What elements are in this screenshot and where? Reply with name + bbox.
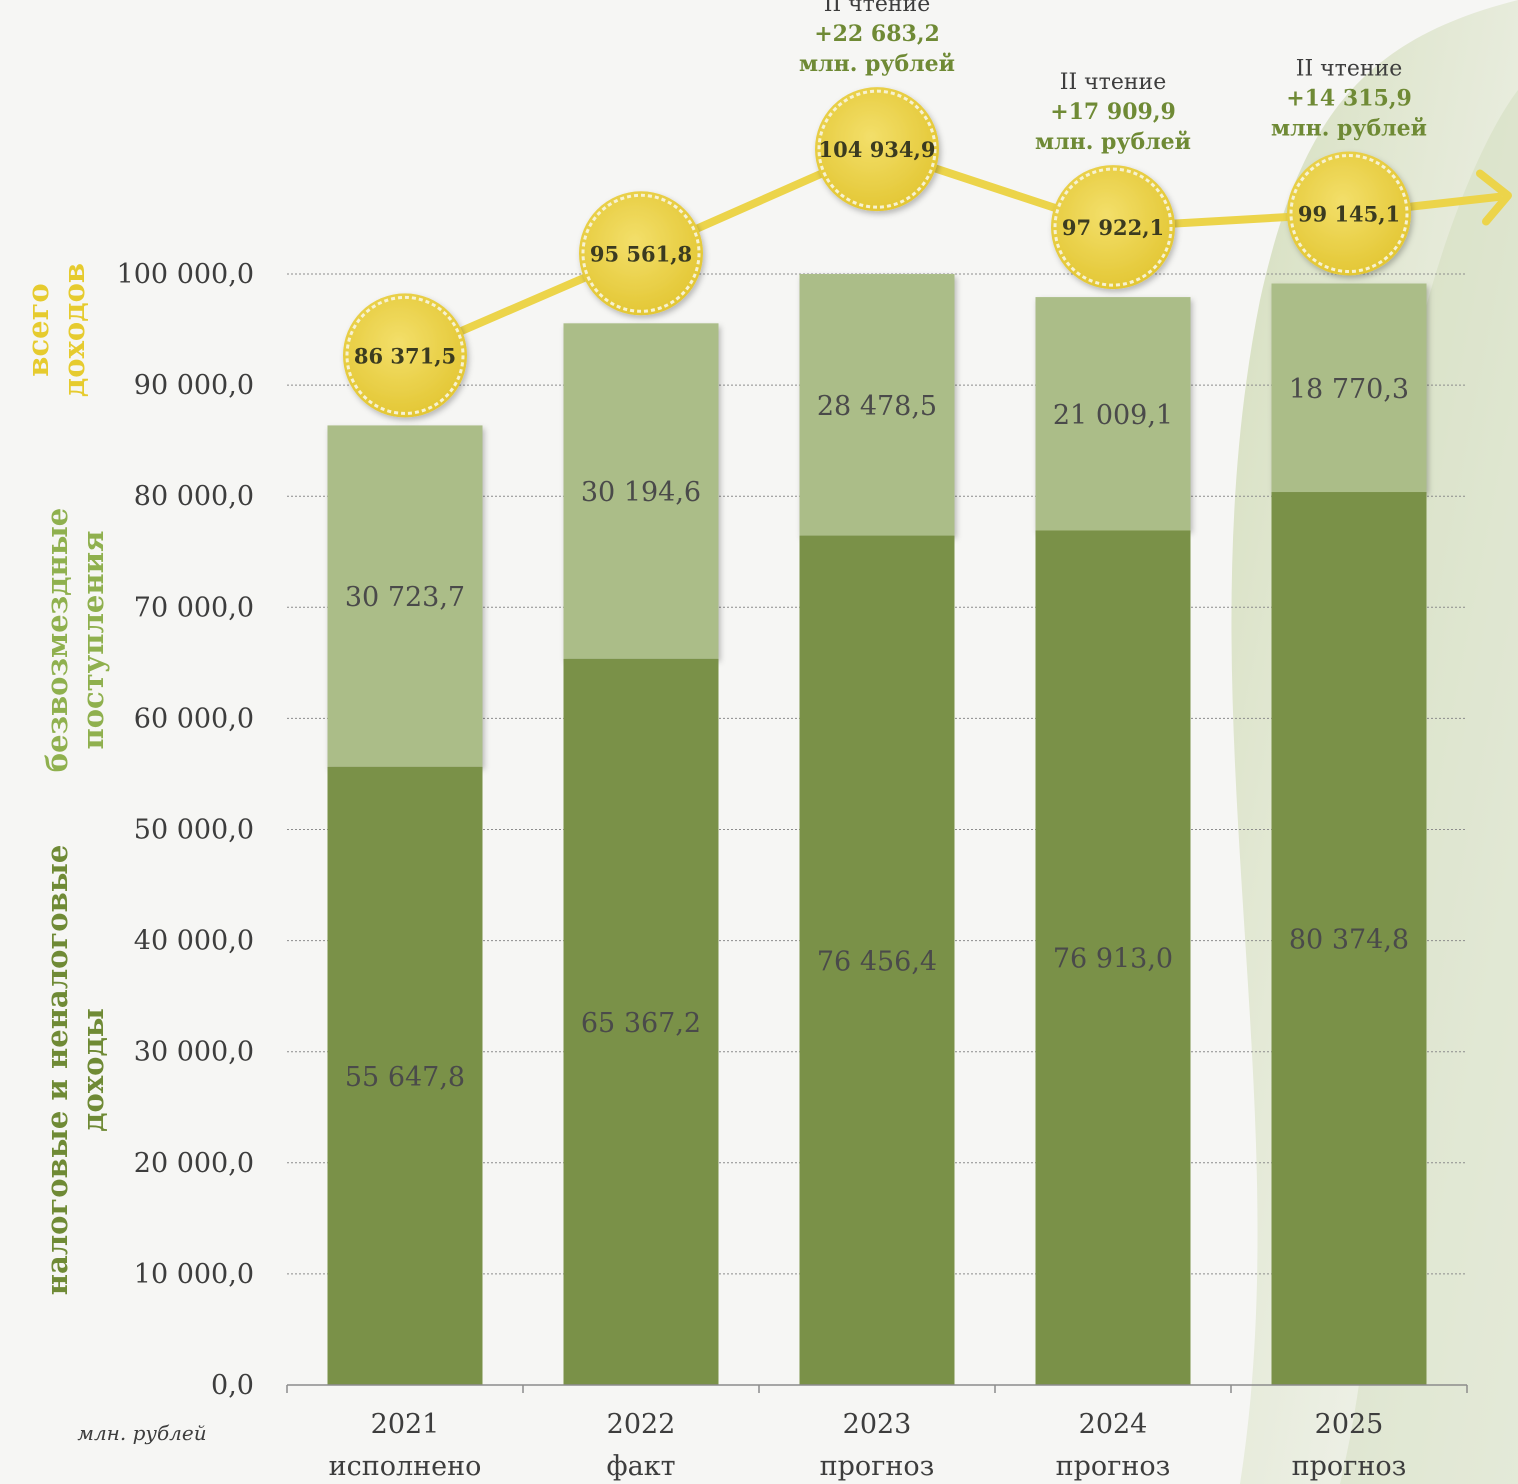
bar-segment-tax bbox=[327, 766, 483, 1385]
x-tick-status: прогноз bbox=[1056, 1451, 1171, 1482]
annotation-line: II чтение bbox=[1060, 70, 1166, 95]
x-tick-status: прогноз bbox=[820, 1451, 935, 1482]
bar-segment-grants bbox=[563, 323, 719, 659]
total-bubbles: 86 371,5 95 561,8 104 934,9 97 922,1 99 145,… bbox=[343, 87, 1411, 418]
side-label-line: доходов bbox=[57, 263, 91, 397]
y-tick-label: 0,0 bbox=[211, 1370, 254, 1401]
x-axis: 2021 исполнено 2022 факт 2023 прогноз 2024 прог… bbox=[286, 1384, 1468, 1482]
bar-segment-tax bbox=[563, 658, 719, 1385]
side-label-line: доходы bbox=[76, 1008, 110, 1132]
y-tick-label: 100 000,0 bbox=[117, 259, 254, 290]
total-bubble-label: 97 922,1 bbox=[1062, 215, 1164, 240]
y-tick-label: 80 000,0 bbox=[134, 481, 254, 512]
total-bubble-circle bbox=[815, 87, 939, 212]
annotation-line: +22 683,2 bbox=[814, 21, 940, 47]
total-bubble: 99 145,1 bbox=[1287, 151, 1411, 276]
total-bubble-circle bbox=[1051, 165, 1175, 290]
x-tick-year: 2022 bbox=[607, 1409, 676, 1440]
y-tick-label: 50 000,0 bbox=[134, 815, 254, 846]
bar-segment-grants bbox=[1271, 283, 1427, 493]
side-label: всегодоходов bbox=[21, 263, 91, 397]
total-bubble: 86 371,5 bbox=[343, 293, 467, 418]
total-bubble-label: 99 145,1 bbox=[1298, 201, 1400, 226]
x-tick-status: прогноз bbox=[1292, 1451, 1407, 1482]
total-bubble-ring bbox=[1289, 153, 1409, 273]
total-bubble-ring bbox=[1053, 167, 1173, 287]
total-bubble-circle bbox=[579, 191, 703, 316]
bar-label-tax: 76 913,0 bbox=[1053, 944, 1173, 975]
side-labels: всегодоходов безвозмездныепоступления нало… bbox=[21, 263, 110, 1295]
unit-label: млн. рублей bbox=[77, 1421, 206, 1445]
x-tick-year: 2021 bbox=[371, 1409, 440, 1440]
bar-label-tax: 76 456,4 bbox=[817, 946, 937, 977]
total-bubble-ring bbox=[817, 89, 937, 209]
total-bubble-circle bbox=[343, 293, 467, 418]
total-arrow-head bbox=[1476, 169, 1512, 226]
annotation-line: II чтение bbox=[1296, 56, 1402, 81]
side-label-line: поступления bbox=[76, 530, 110, 749]
bar-segment-grants bbox=[327, 425, 483, 767]
y-tick-label: 20 000,0 bbox=[134, 1148, 254, 1179]
x-tick-year: 2025 bbox=[1315, 1409, 1384, 1440]
side-label: безвозмездныепоступления bbox=[40, 508, 110, 773]
x-tick-year: 2024 bbox=[1079, 1409, 1148, 1440]
total-bubble-label: 95 561,8 bbox=[590, 241, 692, 266]
annotation-line: млн. рублей bbox=[799, 51, 955, 77]
bar-label-grants: 28 478,5 bbox=[817, 391, 937, 422]
side-label-line: налоговые и неналоговые bbox=[40, 845, 74, 1296]
total-bubble: 95 561,8 bbox=[579, 191, 703, 316]
bar-label-grants: 18 770,3 bbox=[1289, 374, 1409, 405]
total-bubble-circle bbox=[1287, 151, 1411, 276]
y-tick-label: 90 000,0 bbox=[134, 370, 254, 401]
bar-segment-tax bbox=[1271, 492, 1427, 1385]
bars bbox=[327, 274, 1427, 1385]
annotation-line: +17 909,9 bbox=[1050, 99, 1176, 125]
y-tick-label: 60 000,0 bbox=[134, 703, 254, 734]
side-label: налоговые и неналоговыедоходы bbox=[40, 845, 110, 1296]
bar-segment-grants bbox=[799, 274, 955, 536]
total-bubble-ring bbox=[345, 295, 465, 415]
y-tick-label: 70 000,0 bbox=[134, 592, 254, 623]
segment-labels: 55 647,8 30 723,7 65 367,2 30 194,6 76 456,4… bbox=[345, 374, 1409, 1093]
bar-label-tax: 65 367,2 bbox=[581, 1008, 701, 1039]
bar-label-grants: 30 194,6 bbox=[581, 477, 701, 508]
total-bubble: 104 934,9 bbox=[815, 87, 939, 212]
bar-label-grants: 30 723,7 bbox=[345, 582, 465, 613]
bar-label-tax: 80 374,8 bbox=[1289, 925, 1409, 956]
total-bubble-label: 104 934,9 bbox=[819, 137, 936, 162]
bar-segment-grants bbox=[1035, 297, 1191, 531]
bar-segment-tax bbox=[1035, 530, 1191, 1385]
x-tick-status: факт bbox=[606, 1451, 675, 1482]
y-tick-label: 40 000,0 bbox=[134, 926, 254, 957]
y-axis-ticks: 0,0 10 000,0 20 000,0 30 000,0 40 000,0 50 00… bbox=[117, 259, 254, 1401]
annotation-line: млн. рублей bbox=[1035, 129, 1191, 155]
y-tick-label: 10 000,0 bbox=[134, 1259, 254, 1290]
side-label-line: всего bbox=[21, 283, 55, 376]
x-tick-status: исполнено bbox=[329, 1451, 482, 1482]
annotation-line: II чтение bbox=[824, 0, 930, 17]
total-bubble-label: 86 371,5 bbox=[354, 343, 456, 368]
annotation-line: +14 315,9 bbox=[1286, 85, 1412, 111]
x-tick-year: 2023 bbox=[843, 1409, 912, 1440]
y-tick-label: 30 000,0 bbox=[134, 1037, 254, 1068]
side-label-line: безвозмездные bbox=[40, 508, 74, 773]
bar-label-tax: 55 647,8 bbox=[345, 1062, 465, 1093]
total-bubble: 97 922,1 bbox=[1051, 165, 1175, 290]
annotations: II чтение +22 683,2 млн. рублей II чтение +1… bbox=[799, 0, 1427, 155]
bar-label-grants: 21 009,1 bbox=[1053, 400, 1173, 431]
bar-segment-tax bbox=[799, 535, 955, 1385]
annotation-line: млн. рублей bbox=[1271, 115, 1427, 141]
